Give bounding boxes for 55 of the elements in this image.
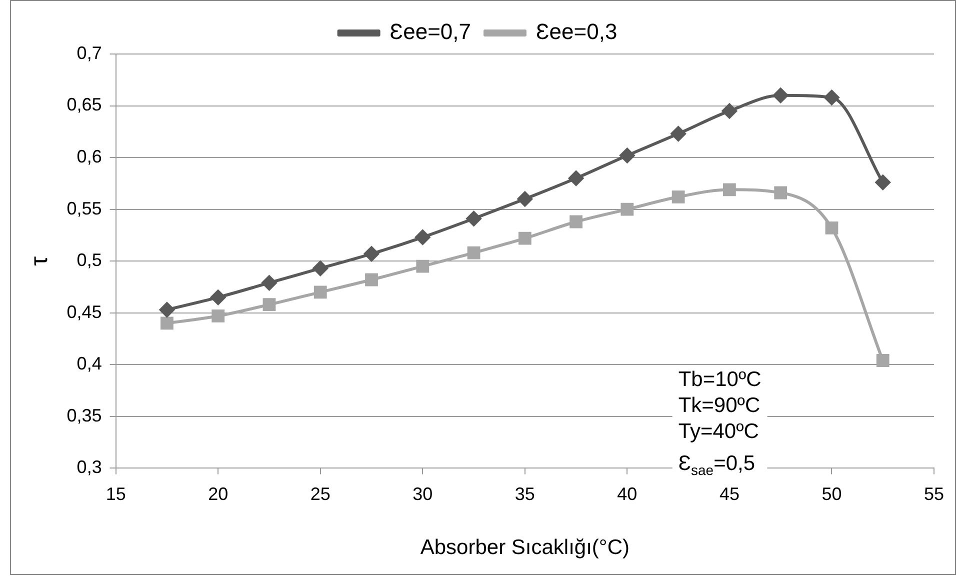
- y-tick-label: 0,4: [76, 354, 102, 374]
- y-tick-label: 0,3: [76, 457, 102, 478]
- point: [365, 273, 378, 286]
- point: [670, 126, 686, 142]
- point: [517, 191, 532, 206]
- point: [518, 232, 532, 245]
- point: [416, 260, 430, 273]
- point: [415, 230, 430, 245]
- point: [212, 310, 225, 322]
- point: [210, 290, 226, 305]
- point: [312, 260, 328, 276]
- x-tick-label: 25: [310, 484, 330, 504]
- x-tick-label: 55: [924, 484, 944, 504]
- legend-label: Ɛee=0,7: [390, 19, 472, 44]
- x-tick-label: 35: [514, 484, 535, 504]
- y-tick-label: 0,6: [76, 146, 102, 167]
- y-tick-label: 0,65: [66, 94, 102, 115]
- point: [570, 215, 582, 228]
- y-tick-label: 0,55: [66, 198, 102, 218]
- point: [876, 354, 890, 367]
- point: [723, 183, 736, 196]
- point: [875, 174, 890, 190]
- point: [722, 103, 737, 118]
- point: [672, 190, 685, 204]
- x-tick-label: 40: [617, 484, 638, 504]
- point: [466, 211, 482, 226]
- point: [364, 246, 380, 262]
- point: [262, 298, 276, 312]
- annotation: Tb=10ºC: [678, 368, 762, 391]
- y-axis-title: τ: [26, 256, 54, 266]
- annotation: Ty=40ºC: [678, 420, 759, 443]
- point: [620, 148, 635, 163]
- x-tick-label: 45: [719, 484, 740, 504]
- point: [160, 316, 174, 330]
- x-tick-label: 30: [412, 484, 433, 504]
- point: [159, 302, 174, 318]
- point: [825, 222, 838, 234]
- point: [262, 275, 277, 290]
- y-tick-label: 0,7: [76, 42, 102, 63]
- y-tick-label: 0,35: [66, 405, 102, 426]
- legend-label: Ɛee=0,3: [536, 19, 618, 44]
- point: [773, 88, 788, 103]
- x-tick-label: 20: [208, 484, 228, 504]
- annotation: Tk=90ºC: [678, 394, 760, 417]
- point: [467, 246, 480, 260]
- y-tick-label: 0,45: [66, 302, 102, 322]
- x-axis-title: Absorber Sıcaklığı(°C): [420, 536, 630, 560]
- point: [774, 186, 788, 200]
- x-tick-label: 15: [106, 484, 126, 504]
- y-tick-label: 0,5: [76, 250, 102, 270]
- point: [314, 286, 327, 299]
- x-tick-label: 50: [822, 484, 842, 504]
- point: [620, 202, 634, 216]
- point: [824, 90, 840, 105]
- point: [568, 170, 584, 186]
